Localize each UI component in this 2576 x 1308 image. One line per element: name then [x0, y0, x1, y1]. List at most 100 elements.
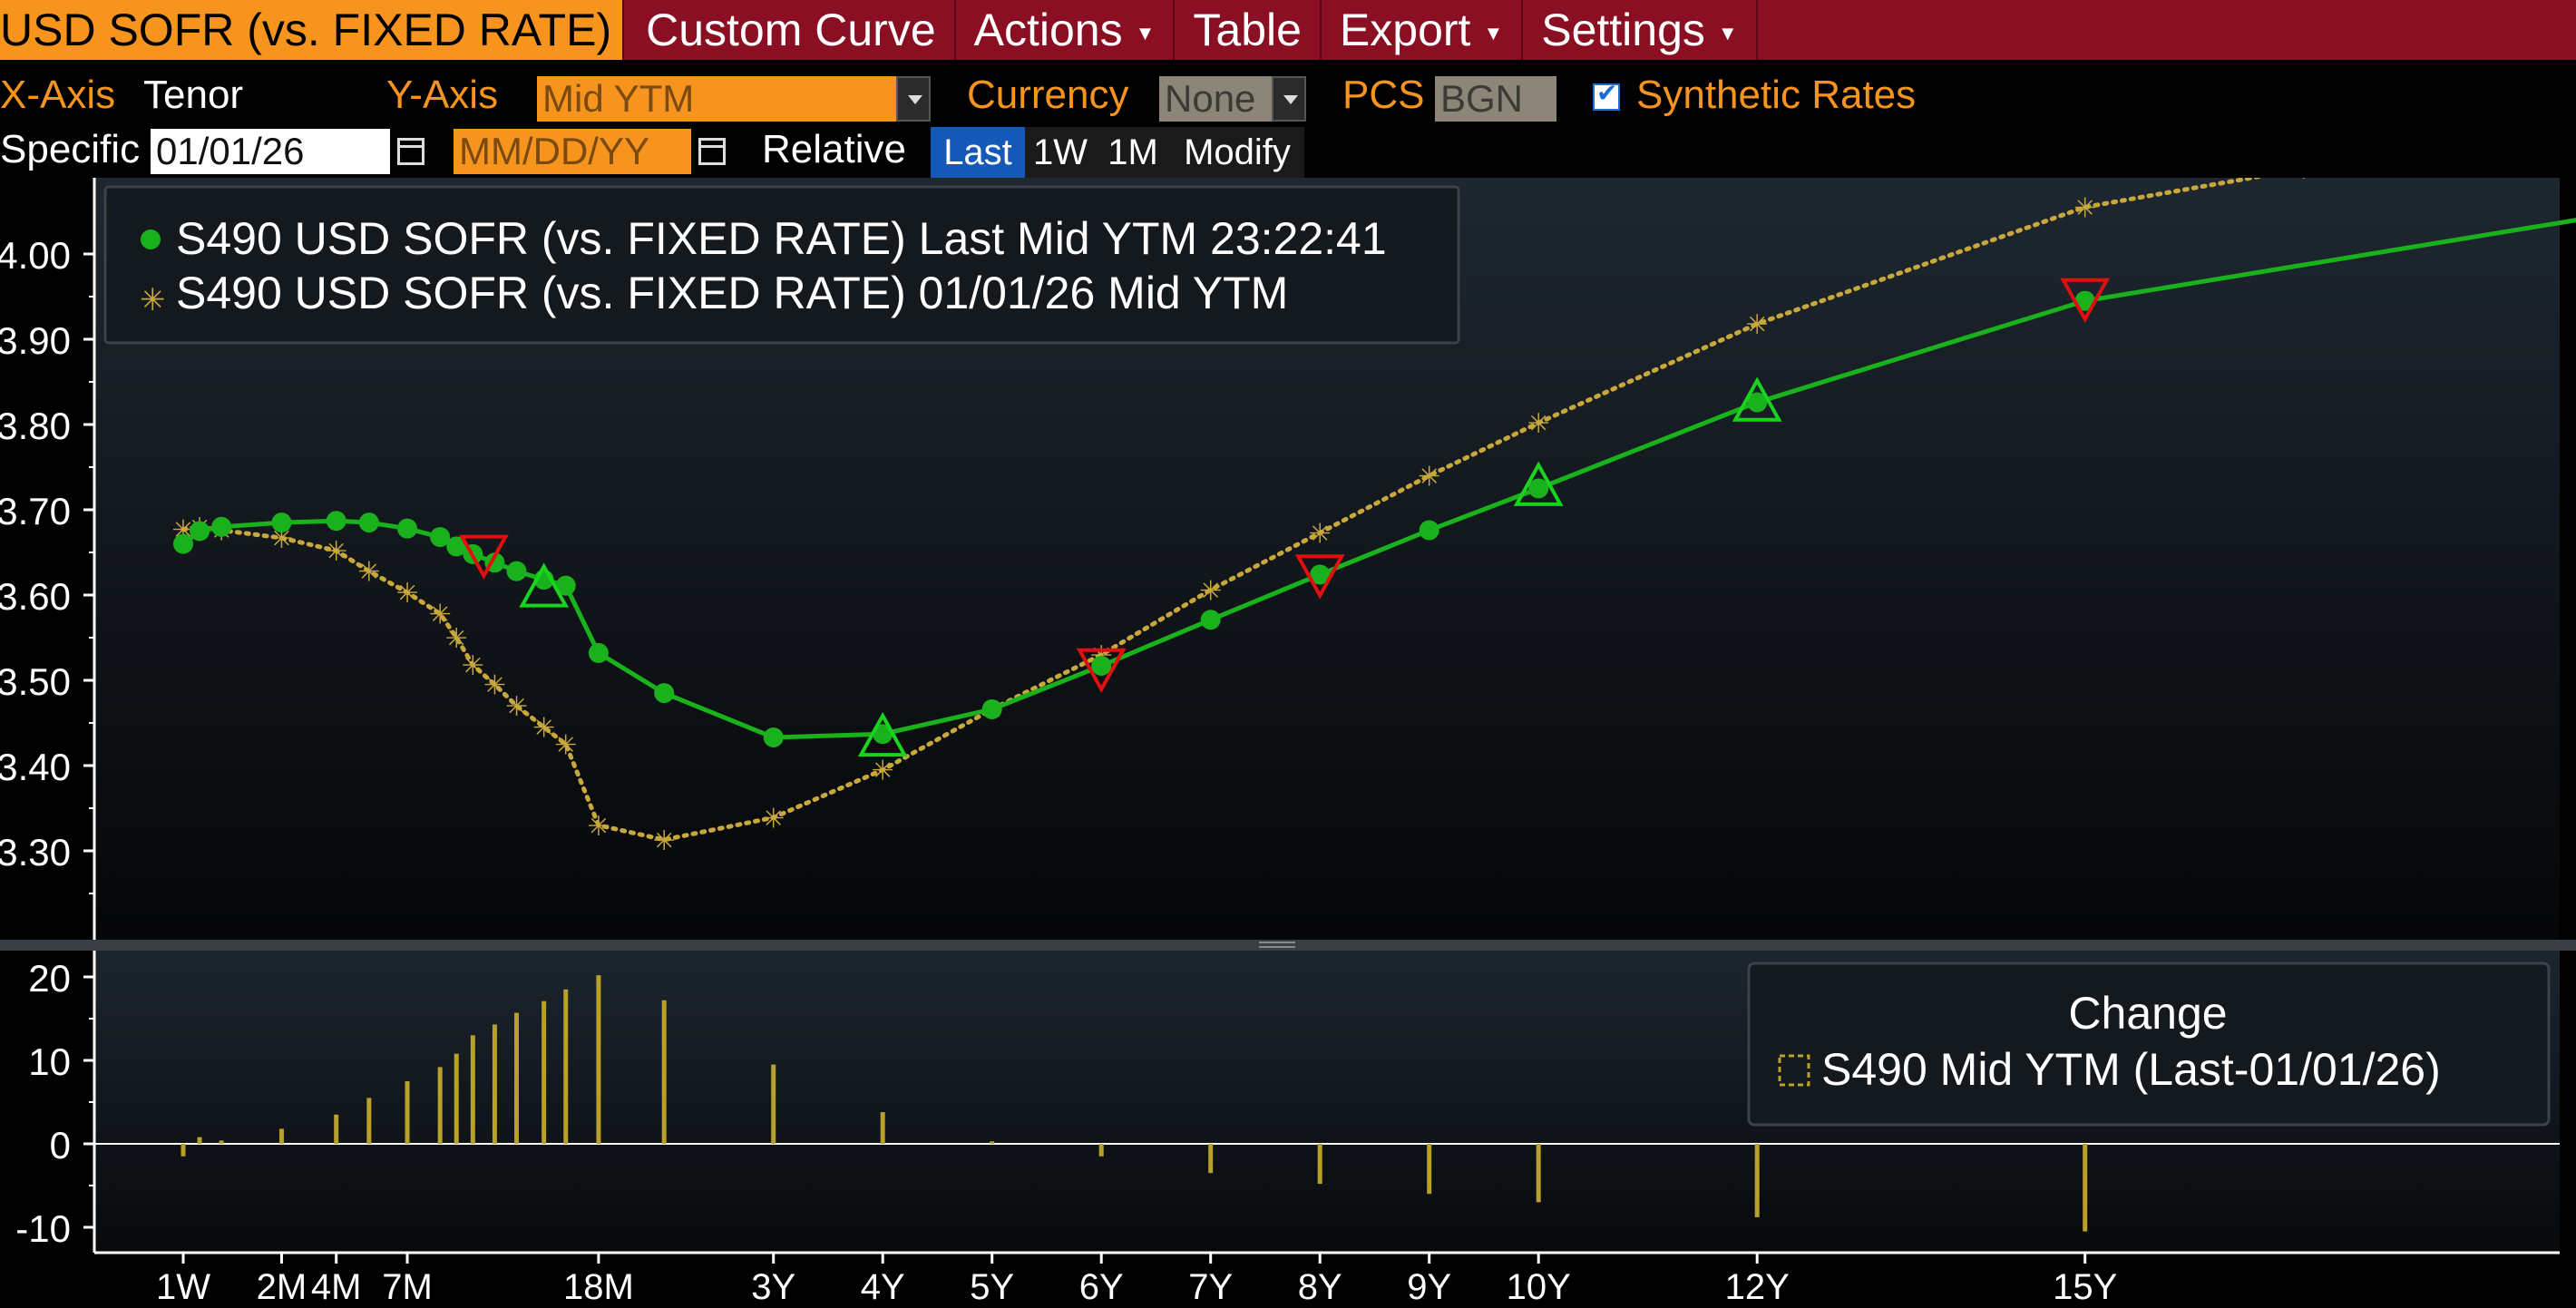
currency-select[interactable]: None: [1159, 76, 1272, 122]
settings-menu[interactable]: Settings ▼: [1523, 0, 1758, 60]
triangle-up-icon: [857, 711, 908, 757]
relative-label: Relative: [762, 127, 906, 171]
change-bar: [1317, 1144, 1322, 1185]
change-bars: [181, 975, 2088, 1232]
change-bar: [1536, 1144, 1541, 1203]
triangle-up-icon: [1513, 461, 1564, 506]
change-legend-box: [1747, 961, 2551, 1127]
series-historical-point: ✳: [2073, 192, 2096, 224]
change-bar: [470, 1035, 475, 1144]
x-axis-value[interactable]: Tenor: [143, 73, 244, 117]
change-bar: [366, 1098, 372, 1144]
series-historical-point: ✳: [872, 756, 894, 787]
x-tick-label: 12Y: [1725, 1267, 1790, 1307]
series-live-point: [981, 698, 1002, 719]
series-live-point: [1747, 392, 1768, 413]
curve-title[interactable]: USD SOFR (vs. FIXED RATE): [0, 0, 625, 60]
export-menu[interactable]: Export ▼: [1322, 0, 1524, 60]
change-bar: [1098, 1144, 1104, 1157]
series-historical-point: ✳: [462, 650, 484, 682]
currency-label: Currency: [967, 73, 1129, 117]
triangle-up-icon: [1732, 376, 1782, 422]
triangle-up-icon: [519, 562, 570, 608]
series-historical-point: ✳: [653, 825, 676, 857]
change-bar: [181, 1144, 186, 1157]
series-live-point: [1310, 564, 1331, 585]
x-tick-label: 8Y: [1298, 1267, 1342, 1307]
series-historical-point: ✳: [445, 623, 468, 655]
series-historical-point: ✳: [483, 670, 506, 702]
series-historical-point: ✳: [2292, 178, 2315, 186]
x-tick-label: 9Y: [1407, 1267, 1451, 1307]
calendar-icon[interactable]: [397, 138, 424, 165]
series-historical-point: ✳: [429, 600, 452, 631]
y-tick-label: 3.90: [0, 319, 71, 362]
y-tick-label: 10: [28, 1040, 71, 1083]
compare-date-input[interactable]: MM/DD/YY: [454, 129, 691, 174]
custom-curve-label: Custom Curve: [646, 5, 936, 55]
series-historical-point: ✳: [554, 730, 577, 762]
y-tick-label: 3.80: [0, 405, 71, 447]
table-label: Table: [1193, 5, 1302, 55]
series-live-point: [211, 516, 232, 537]
settings-label: Settings: [1541, 5, 1705, 55]
custom-curve-button[interactable]: Custom Curve: [628, 0, 956, 60]
panel-splitter[interactable]: [0, 940, 2576, 951]
change-bar: [771, 1064, 776, 1144]
synthetic-rates-label: Synthetic Rates: [1636, 73, 1917, 117]
series-historical-point: ✳: [357, 557, 380, 589]
calendar-icon[interactable]: [698, 138, 726, 165]
x-tick-label: 7M: [382, 1267, 433, 1307]
series-live-point: [430, 527, 451, 548]
top-menu-bar: USD SOFR (vs. FIXED RATE) Custom Curve A…: [0, 0, 2576, 60]
series-historical-point: ✳: [395, 578, 418, 610]
y-axis-select[interactable]: Mid YTM: [537, 76, 898, 122]
pcs-field[interactable]: BGN: [1435, 76, 1556, 122]
change-bar: [661, 1000, 667, 1144]
y-tick-label: 3.40: [0, 746, 71, 788]
change-markers: [458, 278, 2111, 757]
x-tick-label: 3Y: [751, 1267, 795, 1307]
series-live-point: [271, 512, 292, 533]
y-tick-label: 3.50: [0, 660, 71, 703]
series-live-point: [1419, 520, 1439, 541]
change-legend: Change S490 Mid YTM (Last-01/01/26): [1747, 961, 2551, 1127]
actions-menu[interactable]: Actions ▼: [956, 0, 1176, 60]
y-tick-label: 0: [50, 1124, 71, 1166]
series-historical-point: ✳: [587, 811, 610, 843]
series-live-point: [873, 724, 893, 745]
change-bar: [990, 1141, 995, 1144]
1m-button[interactable]: 1M: [1096, 127, 1170, 178]
series-live-point: [1091, 656, 1112, 677]
change-bar: [454, 1053, 459, 1144]
series-live-point: [506, 561, 527, 581]
x-tick-label: 15Y: [2053, 1267, 2117, 1307]
date-controls-row: Specific 01/01/26 MM/DD/YY Relative Last…: [0, 127, 2576, 178]
series-live-point: [654, 683, 675, 704]
series-historical-point: ✳: [1199, 575, 1222, 607]
legend-hist-swatch: ✳: [140, 283, 166, 317]
table-button[interactable]: Table: [1175, 0, 1322, 60]
triangle-down-icon: [1076, 648, 1127, 694]
change-bar: [1427, 1144, 1432, 1195]
1w-button[interactable]: 1W: [1025, 127, 1096, 178]
specific-label: Specific: [0, 127, 141, 171]
y-tick-label: 3.60: [0, 575, 71, 618]
change-bar: [197, 1137, 202, 1144]
last-button[interactable]: Last: [931, 127, 1025, 178]
change-legend-label: S490 Mid YTM (Last-01/01/26): [1821, 1044, 2441, 1095]
x-tick-label: 4Y: [861, 1267, 905, 1307]
yield-curve-chart[interactable]: 4.003.903.803.703.603.503.403.30 ✳ ✳ ✳✳✳✳✳…: [0, 178, 2576, 1308]
actions-label: Actions: [973, 5, 1123, 55]
specific-date-input[interactable]: 01/01/26: [151, 129, 390, 174]
triangle-down-icon: [2060, 278, 2111, 324]
modify-button[interactable]: Modify: [1170, 127, 1304, 178]
change-bar: [219, 1140, 224, 1144]
upper-legend: S490 USD SOFR (vs. FIXED RATE) Last Mid …: [103, 185, 1460, 345]
currency-dropdown-icon[interactable]: [1272, 76, 1306, 122]
y-axis-dropdown-icon[interactable]: [896, 76, 931, 122]
synthetic-rates-checkbox[interactable]: [1593, 78, 1620, 111]
x-tick-label: 18M: [563, 1267, 634, 1307]
change-bar: [2083, 1144, 2088, 1232]
series-live-point: [397, 518, 418, 539]
